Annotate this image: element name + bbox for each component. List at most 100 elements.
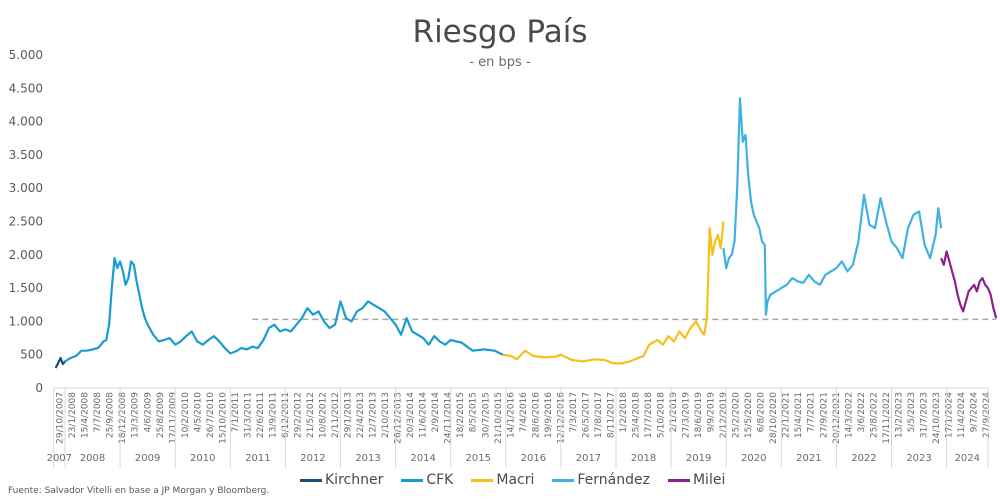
x-date-label: 5/10/2018: [657, 392, 667, 438]
legend-item-cfk: CFK: [401, 472, 453, 488]
x-date-label: 10/8/2012: [319, 392, 329, 438]
x-date-label: 26/5/2017: [581, 392, 591, 438]
x-date-label: 31/3/2011: [243, 392, 253, 438]
x-date-label: 13/3/2009: [131, 392, 141, 438]
y-tick-label: 2.000: [9, 248, 43, 262]
x-date-label: 23/1/2008: [68, 392, 78, 438]
x-date-label: 2/11/2012: [331, 392, 341, 438]
x-date-label: 6/8/2020: [757, 392, 767, 433]
x-date-label: 22/1/2021: [782, 392, 792, 438]
x-year-label: 2022: [851, 453, 876, 464]
legend-label: Kirchner: [325, 472, 384, 488]
x-year-label: 2013: [355, 453, 380, 464]
x-date-label: 20/3/2014: [406, 392, 416, 438]
legend: Kirchner CFK Macri Fernández Milei: [300, 472, 725, 488]
x-date-label: 7/7/2021: [807, 392, 817, 432]
x-date-label: 17/11/2009: [168, 392, 178, 444]
x-year-label: 2019: [686, 453, 711, 464]
series-line-milei: [940, 250, 998, 319]
legend-swatch: [471, 478, 494, 482]
x-year-label: 2015: [466, 453, 491, 464]
x-date-label: 14/3/2022: [844, 392, 854, 438]
x-date-label: 2/12/2019: [719, 392, 729, 438]
x-date-label: 6/12/2011: [281, 392, 291, 438]
legend-label: Fernández: [577, 472, 650, 488]
y-axis: 0 500 1.000 1.500 2.000 2.500 3.000 3.500 4.000 4…: [9, 48, 43, 395]
y-tick-label: 1.500: [9, 281, 43, 295]
x-date-label: 26/12/2013: [394, 392, 404, 444]
x-date-label: 17/7/2018: [644, 392, 654, 438]
x-date-label: 11/6/2014: [419, 392, 429, 438]
x-date-label: 24/11/2014: [444, 392, 454, 444]
x-date-label: 10/2/2010: [181, 392, 191, 438]
legend-item-kirchner: Kirchner: [300, 472, 383, 488]
x-date-label: 13/9/2011: [268, 392, 278, 438]
x-date-label: 7/7/2008: [93, 392, 103, 433]
legend-label: Macri: [496, 472, 535, 488]
legend-item-macri: Macri: [471, 472, 534, 488]
x-date-label: 22/4/2013: [356, 392, 366, 438]
x-date-label: 15/4/2021: [794, 392, 804, 438]
series-line-fernández: [722, 97, 943, 316]
x-date-label: 2/9/2014: [431, 392, 441, 433]
legend-swatch: [552, 478, 575, 482]
y-tick-label: 500: [20, 348, 43, 362]
x-date-label: 18/12/2008: [118, 392, 128, 444]
y-tick-label: 0: [35, 381, 43, 395]
x-date-label: 28/10/2020: [769, 392, 779, 444]
x-year-label: 2021: [796, 453, 821, 464]
x-date-label: 21/5/2012: [306, 392, 316, 438]
x-date-label: 26/7/2010: [206, 392, 216, 438]
x-date-label: 5/5/2023: [907, 392, 917, 432]
series-line-cfk: [64, 257, 504, 363]
x-date-label: 15/5/2020: [744, 392, 754, 438]
x-axis: 29/10/2007 23/1/2008 15/4/2008 7/7/2008 25/9…: [47, 387, 992, 468]
y-tick-label: 4.500: [9, 81, 43, 95]
x-date-label: 15/4/2008: [81, 392, 91, 438]
x-year-label: 2012: [300, 453, 325, 464]
y-tick-label: 3.500: [9, 148, 43, 162]
x-date-label: 9/7/2024: [969, 392, 979, 433]
y-tick-label: 3.000: [9, 181, 43, 195]
legend-label: Milei: [692, 472, 726, 488]
x-date-label: 2/10/2013: [381, 392, 391, 438]
x-date-label: 25/4/2018: [631, 392, 641, 438]
x-date-label: 15/10/2010: [218, 392, 228, 444]
x-date-label: 18/6/2019: [694, 392, 704, 438]
x-date-label: 9/9/2019: [707, 392, 717, 433]
x-year-label: 2023: [906, 453, 931, 464]
x-date-label: 8/5/2015: [469, 392, 479, 432]
x-date-label: 13/2/2023: [894, 392, 904, 438]
x-date-label: 27/3/2019: [682, 392, 692, 438]
x-date-label: 19/9/2016: [544, 392, 554, 438]
chart-subtitle: - en bps -: [469, 55, 531, 70]
x-date-label: 8/11/2017: [606, 392, 616, 438]
x-year-label: 2017: [576, 453, 601, 464]
x-date-label: 24/10/2023: [932, 392, 942, 444]
x-date-label: 3/6/2022: [857, 392, 867, 432]
x-date-label: 27/9/2021: [819, 392, 829, 438]
x-year-label: 2007: [47, 453, 72, 464]
source-note: Fuente: Salvador Vitelli en base a JP Mo…: [8, 486, 270, 496]
x-year-label: 2011: [245, 453, 270, 464]
x-year-label: 2024: [955, 453, 980, 464]
legend-swatch: [300, 478, 322, 482]
x-date-label: 17/11/2022: [882, 392, 892, 444]
x-date-label: 18/2/2015: [456, 392, 466, 438]
x-date-label: 17/8/2017: [594, 392, 604, 438]
legend-swatch: [401, 478, 424, 482]
legend-swatch: [667, 478, 690, 482]
x-date-label: 25/8/2022: [869, 392, 879, 438]
x-date-label: 25/8/2009: [156, 392, 166, 438]
x-date-label: 4/5/2010: [193, 392, 203, 433]
x-date-label: 27/9/2024: [982, 392, 992, 438]
x-year-label: 2014: [410, 453, 435, 464]
x-year-label: 2016: [521, 453, 546, 464]
x-date-label: 29/10/2007: [56, 392, 66, 444]
x-date-label: 7/3/2017: [569, 392, 579, 432]
x-date-label: 25/2/2020: [732, 392, 742, 438]
series-line-macri: [502, 221, 725, 365]
x-date-label: 29/1/2013: [344, 392, 354, 438]
x-date-label: 31/7/2023: [919, 392, 929, 438]
x-date-label: 2/1/2019: [669, 392, 679, 433]
